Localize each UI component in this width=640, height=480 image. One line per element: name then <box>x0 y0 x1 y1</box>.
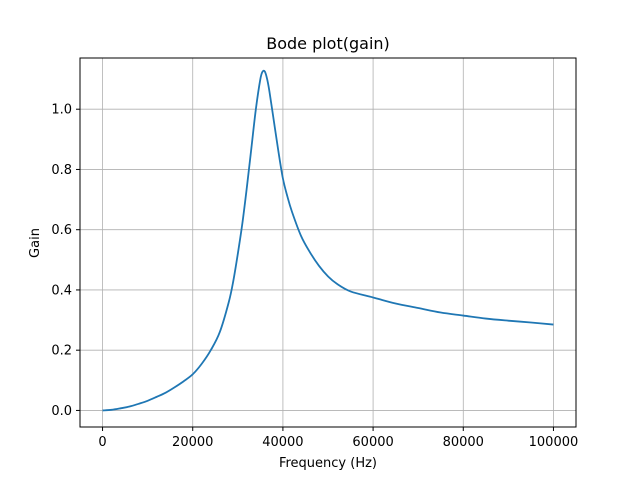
x-tick-label: 60000 <box>352 435 393 450</box>
y-tick-label: 0.0 <box>51 404 72 419</box>
x-tick-label: 20000 <box>172 435 213 450</box>
series-layer <box>102 69 554 412</box>
gain-series-line <box>102 69 554 412</box>
x-axis-ticks: 0 20000 40000 60000 80000 100000 <box>98 427 578 450</box>
y-tick-label: 0.4 <box>51 283 72 298</box>
x-tick-label: 0 <box>98 435 106 450</box>
chart-title: Bode plot(gain) <box>266 34 390 53</box>
y-tick-label: 0.6 <box>51 223 72 238</box>
y-tick-label: 0.2 <box>51 344 72 359</box>
y-tick-label: 0.8 <box>51 163 72 178</box>
y-tick-label: 1.0 <box>51 103 72 118</box>
y-axis-label: Gain <box>28 228 43 258</box>
x-tick-label: 80000 <box>443 435 484 450</box>
plot-frame <box>79 57 577 428</box>
x-tick-label: 100000 <box>529 435 579 450</box>
x-tick-label: 40000 <box>262 435 303 450</box>
y-axis-ticks: 0.0 0.2 0.4 0.6 0.8 1.0 <box>51 103 80 419</box>
grid-lines <box>80 58 576 427</box>
x-axis-label: Frequency (Hz) <box>279 456 377 471</box>
